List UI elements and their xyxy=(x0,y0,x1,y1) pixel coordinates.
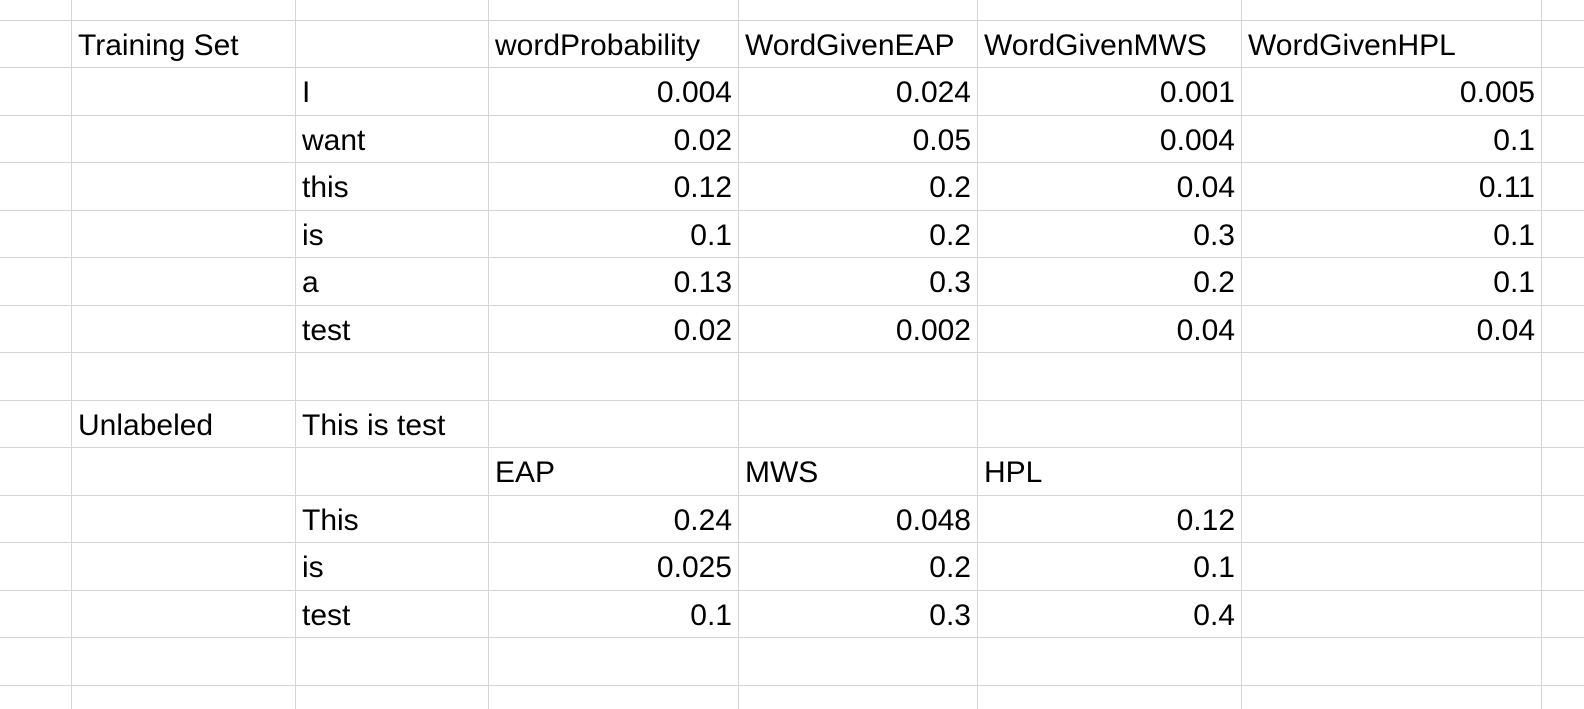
cell-header-mws[interactable]: MWS xyxy=(745,456,819,489)
cell-value[interactable]: 0.1 xyxy=(1493,124,1535,157)
cell-value[interactable]: 0.1 xyxy=(1493,219,1535,252)
cell-value[interactable]: 0.1 xyxy=(690,599,732,632)
cell-header-eap[interactable]: EAP xyxy=(495,456,556,489)
cell-value[interactable]: 0.24 xyxy=(673,504,732,537)
cell-value[interactable]: 0.04 xyxy=(1476,314,1535,347)
cell-word[interactable]: a xyxy=(302,266,319,299)
cell-value[interactable]: 0.11 xyxy=(1478,171,1535,204)
cell-word[interactable]: test xyxy=(302,314,351,347)
cell-value[interactable]: 0.13 xyxy=(673,266,732,299)
cell-word[interactable]: This xyxy=(302,504,359,537)
cell-word[interactable]: is xyxy=(302,219,324,252)
cell-training-set-label[interactable]: Training Set xyxy=(78,29,239,62)
cell-value[interactable]: 0.04 xyxy=(1176,171,1235,204)
column-divider xyxy=(71,0,72,709)
cell-header-wordprobability[interactable]: wordProbability xyxy=(495,29,701,62)
row-divider xyxy=(0,67,1584,68)
cell-value[interactable]: 0.2 xyxy=(1193,266,1235,299)
cell-value[interactable]: 0.04 xyxy=(1176,314,1235,347)
cell-header-wordgivenmws[interactable]: WordGivenMWS xyxy=(984,29,1207,62)
cell-value[interactable]: 0.12 xyxy=(673,171,732,204)
row-divider xyxy=(0,257,1584,258)
cell-value[interactable]: 0.2 xyxy=(929,171,971,204)
cell-value[interactable]: 0.001 xyxy=(1159,76,1235,109)
row-divider xyxy=(0,542,1584,543)
cell-value[interactable]: 0.004 xyxy=(1159,124,1235,157)
column-divider xyxy=(1241,0,1242,709)
row-divider xyxy=(0,400,1584,401)
column-divider xyxy=(488,0,489,709)
cell-unlabeled-label[interactable]: Unlabeled xyxy=(78,409,214,442)
row-divider xyxy=(0,447,1584,448)
cell-unlabeled-sentence[interactable]: This is test xyxy=(302,409,446,442)
column-divider xyxy=(295,0,296,709)
cell-value[interactable]: 0.3 xyxy=(929,599,971,632)
cell-word[interactable]: is xyxy=(302,551,324,584)
cell-value[interactable]: 0.05 xyxy=(912,124,971,157)
cell-header-hpl[interactable]: HPL xyxy=(984,456,1043,489)
cell-value[interactable]: 0.3 xyxy=(929,266,971,299)
row-divider xyxy=(0,210,1584,211)
cell-word[interactable]: want xyxy=(302,124,366,157)
cell-word[interactable]: this xyxy=(302,171,349,204)
cell-value[interactable]: 0.02 xyxy=(673,124,732,157)
row-divider xyxy=(0,352,1584,353)
cell-header-wordgivenhpl[interactable]: WordGivenHPL xyxy=(1248,29,1456,62)
cell-value[interactable]: 0.1 xyxy=(1493,266,1535,299)
cell-value[interactable]: 0.004 xyxy=(656,76,732,109)
cell-value[interactable]: 0.1 xyxy=(1193,551,1235,584)
cell-value[interactable]: 0.4 xyxy=(1193,599,1235,632)
cell-value[interactable]: 0.024 xyxy=(895,76,971,109)
row-divider xyxy=(0,115,1584,116)
cell-value[interactable]: 0.3 xyxy=(1193,219,1235,252)
cell-value[interactable]: 0.2 xyxy=(929,551,971,584)
row-divider xyxy=(0,590,1584,591)
cell-word[interactable]: I xyxy=(302,76,311,109)
cell-value[interactable]: 0.048 xyxy=(895,504,971,537)
row-divider xyxy=(0,495,1584,496)
row-divider xyxy=(0,685,1584,686)
cell-value[interactable]: 0.02 xyxy=(673,314,732,347)
cell-header-wordgiveneap[interactable]: WordGivenEAP xyxy=(745,29,955,62)
row-divider xyxy=(0,162,1584,163)
column-divider xyxy=(738,0,739,709)
cell-value[interactable]: 0.2 xyxy=(929,219,971,252)
cell-value[interactable]: 0.002 xyxy=(895,314,971,347)
cell-value[interactable]: 0.1 xyxy=(690,219,732,252)
cell-word[interactable]: test xyxy=(302,599,351,632)
cell-value[interactable]: 0.12 xyxy=(1176,504,1235,537)
cell-value[interactable]: 0.005 xyxy=(1459,76,1535,109)
cell-value[interactable]: 0.025 xyxy=(656,551,732,584)
column-divider xyxy=(1541,0,1542,709)
row-divider xyxy=(0,305,1584,306)
column-divider xyxy=(977,0,978,709)
row-divider xyxy=(0,20,1584,21)
row-divider xyxy=(0,637,1584,638)
